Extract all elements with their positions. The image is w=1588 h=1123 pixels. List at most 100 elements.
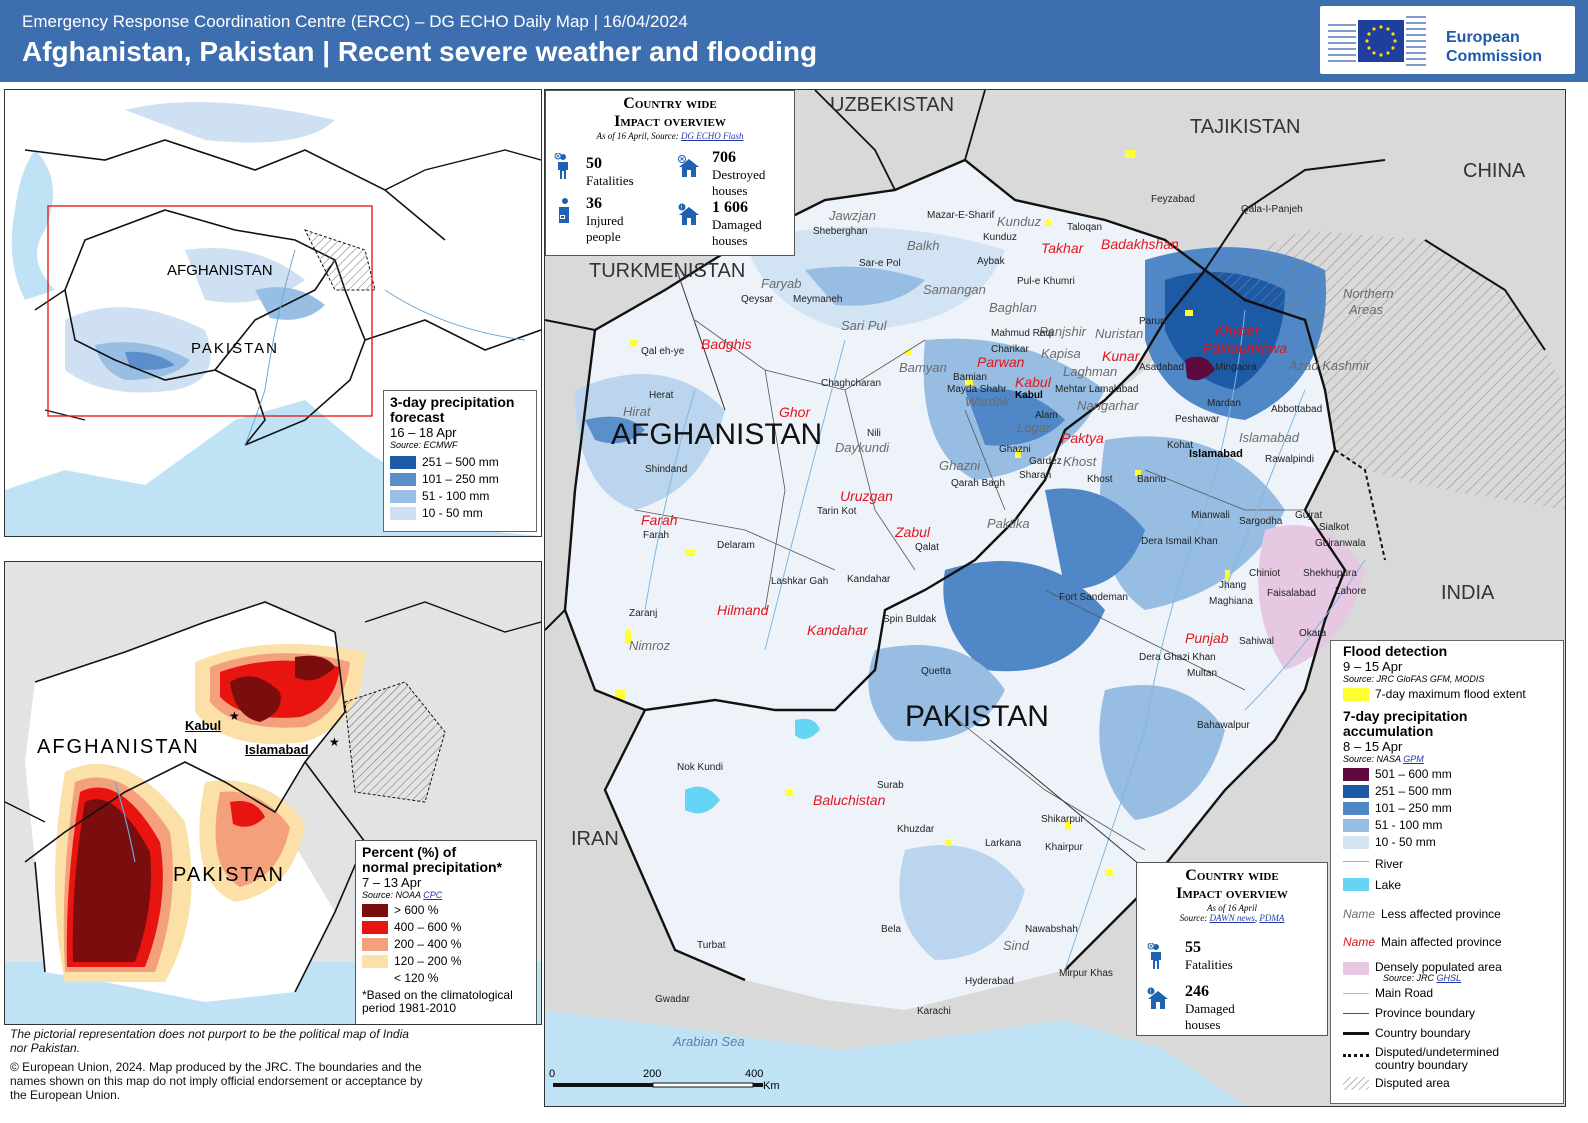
afg-destroyed-label-2: houses bbox=[712, 183, 748, 198]
pdma-link[interactable]: PDMA bbox=[1259, 913, 1285, 923]
main-road-label: Main Road bbox=[1375, 986, 1434, 1000]
prov-nimroz: Nimroz bbox=[629, 638, 671, 653]
less-affected-label: Less affected province bbox=[1381, 907, 1501, 921]
legend-swatch bbox=[362, 938, 388, 951]
city-chiniot: Chiniot bbox=[1249, 568, 1281, 579]
city-zaranj: Zaranj bbox=[629, 608, 658, 619]
city-spin-buldak: Spin Buldak bbox=[883, 614, 937, 625]
normal-legend-item-1: 400 – 600 % bbox=[394, 920, 462, 934]
disputed-boundary-label-2: country boundary bbox=[1375, 1058, 1468, 1072]
main-affected-sample: Name bbox=[1343, 935, 1376, 949]
legend-swatch bbox=[390, 507, 416, 520]
prov-zabul: Zabul bbox=[895, 524, 931, 540]
city-herat: Herat bbox=[649, 390, 674, 401]
afg-damaged-label-1: Damaged bbox=[712, 217, 762, 232]
main-map-svg bbox=[545, 90, 1565, 1106]
city-khairpur: Khairpur bbox=[1045, 842, 1083, 853]
precip-legend-item-4: 10 - 50 mm bbox=[1375, 835, 1436, 849]
prov-paktika: Paktika bbox=[987, 516, 1030, 531]
city-ghazni: Ghazni bbox=[999, 444, 1031, 455]
city-sargodha: Sargodha bbox=[1239, 516, 1283, 527]
dawn-news-link[interactable]: DAWN news bbox=[1209, 913, 1255, 923]
prov-khyber: Khyber bbox=[1215, 322, 1260, 338]
city-gardez: Gardez bbox=[1029, 456, 1062, 467]
normal-legend-footnote-2: period 1981-2010 bbox=[362, 1001, 457, 1015]
legend-swatch bbox=[1343, 802, 1369, 815]
legend-swatch bbox=[362, 972, 388, 985]
city-chaghcharan: Chaghcharan bbox=[821, 378, 882, 389]
city-lashkar-gah: Lashkar Gah bbox=[771, 576, 829, 587]
pak-impact-title-2: Impact overview bbox=[1176, 885, 1288, 902]
afg-fatalities-value: 50 bbox=[586, 155, 602, 172]
ghsl-source-link[interactable]: GHSL bbox=[1436, 973, 1462, 983]
city-multan: Multan bbox=[1187, 668, 1218, 679]
city-fort-sandeman: Fort Sandeman bbox=[1059, 592, 1128, 603]
city-mianwali: Mianwali bbox=[1191, 510, 1230, 521]
gpm-source-link[interactable]: GPM bbox=[1403, 754, 1424, 764]
afg-damaged-label-2: houses bbox=[712, 233, 748, 248]
dg-echo-flash-link[interactable]: DG ECHO Flash bbox=[681, 131, 744, 141]
city-jhang: Jhang bbox=[1219, 580, 1247, 591]
river-line-symbol bbox=[1343, 861, 1369, 862]
prov-nangarhar: Nangarhar bbox=[1077, 398, 1139, 413]
country-boundary-symbol bbox=[1343, 1032, 1369, 1035]
lake-swatch bbox=[1343, 878, 1369, 891]
precip-legend-period: 8 – 15 Apr bbox=[1343, 739, 1403, 754]
city-qala-i-panjeh: Qala-I-Panjeh bbox=[1241, 204, 1303, 215]
city-khost: Khost bbox=[1087, 474, 1113, 485]
city-parun: Parun bbox=[1139, 316, 1166, 327]
afg-destroyed-label-1: Destroyed bbox=[712, 167, 766, 182]
less-affected-sample: Name bbox=[1343, 907, 1376, 921]
prov-baghlan: Baghlan bbox=[989, 300, 1037, 315]
city-bamian: Bamian bbox=[953, 372, 987, 383]
legend-swatch bbox=[1343, 785, 1369, 798]
eu-flag-icon bbox=[1328, 16, 1426, 66]
precip-legend-item-1: 251 – 500 mm bbox=[1375, 784, 1452, 798]
city-karachi: Karachi bbox=[917, 1006, 951, 1017]
prov-bamyan: Bamyan bbox=[899, 360, 947, 375]
city-taloqan: Taloqan bbox=[1067, 222, 1103, 233]
prov-laghman: Laghman bbox=[1063, 364, 1118, 379]
forecast-legend-title-2: forecast bbox=[390, 409, 445, 425]
city-qarah-bagh: Qarah Bagh bbox=[951, 478, 1005, 489]
legend-swatch bbox=[390, 456, 416, 469]
city-maghiana: Maghiana bbox=[1209, 596, 1253, 607]
disputed-boundary-label-1: Disputed/undetermined bbox=[1375, 1045, 1500, 1059]
city-lahore: Lahore bbox=[1335, 586, 1367, 597]
city-aybak: Aybak bbox=[977, 256, 1005, 267]
afg-impact-title-1: Country wide bbox=[623, 95, 717, 112]
afg-injured-label-2: people bbox=[586, 229, 621, 244]
main-affected-label: Main affected province bbox=[1381, 935, 1502, 949]
prov-islamabad: Islamabad bbox=[1239, 430, 1299, 445]
prov-pakhtunkhwa: Pakhtunkhwa bbox=[1203, 340, 1288, 356]
city-dera-ismail-khan: Dera Ismail Khan bbox=[1141, 536, 1218, 547]
city-okara: Okara bbox=[1299, 628, 1327, 639]
destroyed-house-icon bbox=[678, 155, 699, 177]
city-sahiwal: Sahiwal bbox=[1239, 636, 1275, 647]
disclaimer-line-2: nor Pakistan. bbox=[10, 1041, 81, 1055]
cpc-source-link[interactable]: CPC bbox=[423, 890, 443, 900]
main-road-symbol bbox=[1343, 993, 1369, 994]
prov-kunar: Kunar bbox=[1102, 348, 1140, 364]
legend-swatch bbox=[362, 921, 388, 934]
city-khuzdar: Khuzdar bbox=[897, 824, 935, 835]
prov-ghazni: Ghazni bbox=[939, 458, 981, 473]
copyright-line-2: names shown on this map do not imply off… bbox=[10, 1074, 423, 1088]
city-tarin-kot: Tarin Kot bbox=[817, 506, 857, 517]
disclaimer-line-1: The pictorial representation does not pu… bbox=[10, 1027, 409, 1041]
prov-sind: Sind bbox=[1003, 938, 1030, 953]
flood-legend-period: 9 – 15 Apr bbox=[1343, 659, 1403, 674]
afg-fatalities-label: Fatalities bbox=[586, 173, 634, 188]
forecast-legend: 3-day precipitation forecast 16 – 18 Apr… bbox=[383, 390, 537, 532]
city-qeysar: Qeysar bbox=[741, 294, 774, 305]
logo-line-2: Commission bbox=[1446, 48, 1543, 65]
label-afghanistan: AFGHANISTAN bbox=[611, 418, 823, 451]
prov-badghis: Badghis bbox=[701, 336, 752, 352]
copyright-line-3: the European Union. bbox=[10, 1088, 121, 1102]
label-turkmenistan: TURKMENISTAN bbox=[589, 260, 746, 282]
forecast-legend-item-2: 51 - 100 mm bbox=[422, 489, 490, 503]
city-peshawar: Peshawar bbox=[1175, 414, 1220, 425]
precip-legend-item-3: 51 - 100 mm bbox=[1375, 818, 1443, 832]
european-commission-logo: European Commission bbox=[1320, 6, 1575, 74]
label-iran: IRAN bbox=[571, 828, 619, 850]
